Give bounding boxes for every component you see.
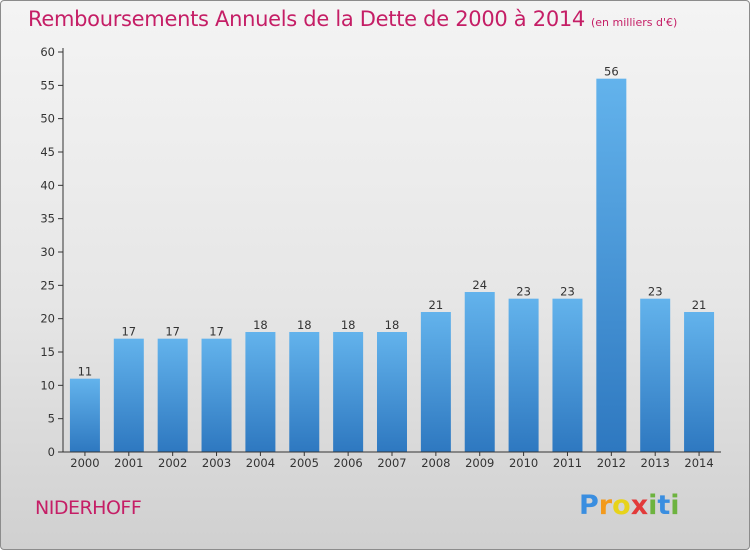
bar [377, 332, 407, 452]
bar-value-label: 18 [385, 318, 400, 332]
x-tick-label: 2001 [114, 456, 143, 470]
bar [640, 298, 671, 452]
bar [552, 298, 583, 452]
bar [245, 332, 276, 452]
bar-value-label: 23 [560, 285, 575, 299]
bar-value-label: 24 [472, 278, 487, 292]
x-tick-label: 2005 [290, 456, 319, 470]
y-tick-label: 30 [40, 245, 55, 259]
title-text: Remboursements Annuels de la Dette de 20… [28, 7, 585, 31]
bar-value-label: 56 [604, 65, 619, 79]
bar [333, 332, 364, 452]
x-axis: 2000 2001 2002 2003 2004 2005 2006 2007 2008 2009… [63, 451, 721, 470]
bar [684, 312, 715, 452]
bar-value-label: 17 [121, 325, 136, 339]
bar [420, 312, 451, 452]
y-tick-label: 55 [40, 78, 55, 92]
x-tick-label: 2010 [509, 456, 538, 470]
x-tick-label: 2000 [70, 456, 99, 470]
x-tick-label: 2007 [377, 456, 406, 470]
brand-logo: Proxiti [579, 490, 680, 521]
bar-value-label: 23 [516, 285, 531, 299]
bar [464, 292, 495, 452]
chart-subtitle: (en milliers d'€) [591, 16, 678, 29]
bar [289, 332, 320, 452]
x-tick-label: 2003 [202, 456, 231, 470]
x-tick-label: 2006 [333, 456, 362, 470]
y-tick-label: 5 [48, 412, 55, 426]
bar [596, 78, 627, 453]
x-tick-label: 2011 [553, 456, 582, 470]
y-tick-label: 40 [40, 178, 55, 192]
y-tick-label: 15 [40, 345, 55, 359]
y-tick-label: 35 [40, 212, 55, 226]
x-tick-label: 2013 [641, 456, 670, 470]
bars: 11 17 17 17 18 18 18 18 21 24 23 23 56 23 21 [69, 65, 715, 453]
bar-value-label: 11 [78, 365, 93, 379]
y-tick-label: 50 [40, 112, 55, 126]
y-tick-label: 45 [40, 145, 55, 159]
x-tick-label: 2002 [158, 456, 187, 470]
bar-value-label: 17 [209, 325, 224, 339]
bar-value-label: 21 [692, 298, 707, 312]
x-tick-label: 2008 [421, 456, 450, 470]
y-axis: 0 5 10 15 20 25 30 35 40 45 50 55 60 [40, 45, 64, 459]
y-tick-label: 60 [40, 45, 55, 59]
bar-value-label: 18 [341, 318, 356, 332]
bar-value-label: 17 [165, 325, 180, 339]
bar [113, 338, 144, 452]
y-tick-label: 0 [48, 445, 55, 459]
bar-value-label: 18 [253, 318, 268, 332]
y-tick-label: 20 [40, 312, 55, 326]
bar [508, 298, 539, 452]
bar [157, 338, 188, 452]
x-tick-label: 2014 [684, 456, 713, 470]
commune-name: NIDERHOFF [35, 497, 142, 519]
bar [201, 338, 232, 452]
bar-value-label: 18 [297, 318, 312, 332]
x-tick-label: 2004 [246, 456, 275, 470]
bar-value-label: 23 [648, 285, 663, 299]
x-tick-label: 2012 [597, 456, 626, 470]
bar [69, 378, 100, 452]
y-tick-label: 25 [40, 278, 55, 292]
x-tick-label: 2009 [465, 456, 494, 470]
chart-title: Remboursements Annuels de la Dette de 20… [28, 7, 677, 31]
y-tick-label: 10 [40, 378, 55, 392]
bar-value-label: 21 [429, 298, 444, 312]
